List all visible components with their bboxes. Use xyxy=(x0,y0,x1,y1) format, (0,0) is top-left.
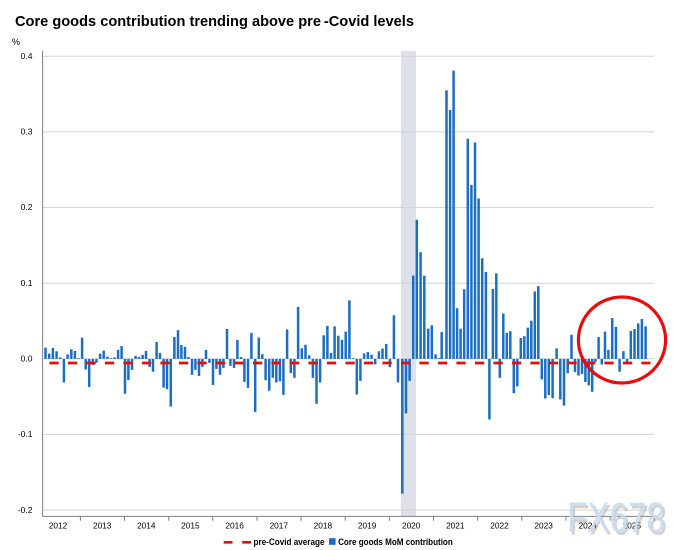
svg-text:FX678: FX678 xyxy=(569,496,667,544)
svg-text:2016: 2016 xyxy=(225,521,244,531)
svg-text:0.3: 0.3 xyxy=(21,127,33,137)
svg-text:2017: 2017 xyxy=(270,521,289,531)
svg-text:Core goods MoM contribution: Core goods MoM contribution xyxy=(338,537,453,547)
svg-text:2012: 2012 xyxy=(49,521,68,531)
svg-text:Core goods contribution trendi: Core goods contribution trending above p… xyxy=(15,14,414,30)
svg-text:-0.1: -0.1 xyxy=(18,429,33,439)
svg-text:0.0: 0.0 xyxy=(21,354,33,364)
svg-text:0.4: 0.4 xyxy=(21,51,33,61)
svg-text:2021: 2021 xyxy=(446,521,465,531)
svg-text:2015: 2015 xyxy=(181,521,200,531)
svg-text:2020: 2020 xyxy=(402,521,421,531)
svg-text:%: % xyxy=(12,37,20,47)
svg-text:2013: 2013 xyxy=(93,521,112,531)
svg-text:0.1: 0.1 xyxy=(21,278,33,288)
svg-text:0.2: 0.2 xyxy=(21,202,33,212)
svg-text:2025: 2025 xyxy=(623,521,642,531)
svg-text:2024: 2024 xyxy=(579,521,598,531)
svg-text:2019: 2019 xyxy=(358,521,377,531)
svg-text:FX678: FX678 xyxy=(567,494,665,542)
svg-text:-0.2: -0.2 xyxy=(18,505,33,515)
svg-text:2023: 2023 xyxy=(534,521,553,531)
svg-text:pre-Covid average: pre-Covid average xyxy=(254,537,325,547)
svg-text:2022: 2022 xyxy=(490,521,509,531)
svg-text:2018: 2018 xyxy=(314,521,333,531)
svg-text:2014: 2014 xyxy=(137,521,156,531)
